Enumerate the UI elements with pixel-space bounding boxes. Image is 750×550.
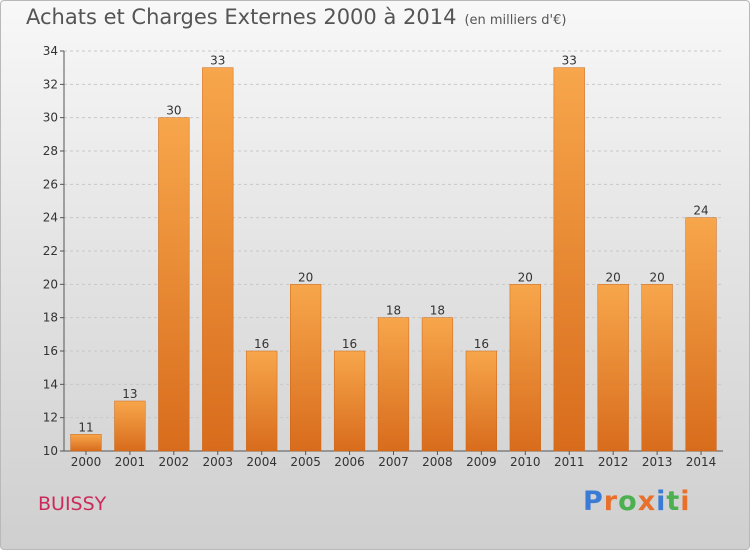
chart-unit: (en milliers d'€) (464, 13, 567, 28)
bar (114, 400, 146, 452)
value-label: 20 (649, 270, 664, 284)
bar (465, 350, 497, 452)
x-tick-label: 2012 (598, 455, 629, 469)
y-tick-label: 32 (43, 77, 58, 91)
x-tick-label: 2013 (642, 455, 673, 469)
value-label: 20 (298, 270, 313, 284)
bar (641, 284, 673, 452)
x-tick-label: 2008 (422, 455, 453, 469)
bar (202, 67, 234, 452)
x-tick-label: 2010 (510, 455, 541, 469)
logo-letter: t (666, 486, 681, 517)
y-tick-label: 14 (43, 377, 58, 391)
y-tick-label: 16 (43, 344, 58, 358)
bar (597, 284, 629, 452)
logo-letter: i (680, 486, 691, 517)
y-tick-label: 22 (43, 244, 58, 258)
value-label: 30 (166, 104, 181, 118)
y-tick-label: 30 (43, 111, 58, 125)
value-label: 16 (342, 337, 357, 351)
bar (333, 350, 366, 452)
x-tick-label: 2009 (466, 455, 497, 469)
logo-letter: o (618, 486, 638, 517)
value-label: 13 (122, 387, 137, 401)
x-tick-label: 2002 (159, 455, 190, 469)
x-tick-label: 2003 (202, 455, 233, 469)
value-label: 20 (606, 270, 621, 284)
y-tick-label: 24 (43, 211, 58, 225)
x-tick-label: 2014 (686, 455, 717, 469)
bar (246, 350, 278, 452)
bar (158, 117, 190, 452)
bar (70, 434, 102, 452)
label-layer: 11 13 30 33 16 20 16 18 18 16 20 33 20 20 24 (78, 54, 708, 435)
bar (290, 284, 322, 452)
bar (377, 317, 410, 452)
value-label: 18 (386, 304, 401, 318)
y-tick-label: 10 (43, 444, 58, 458)
value-label: 20 (518, 270, 533, 284)
y-tick-label: 34 (43, 44, 58, 58)
x-tick-label: 2006 (334, 455, 365, 469)
y-tick-label: 26 (43, 177, 58, 191)
x-tick-label: 2001 (115, 455, 146, 469)
y-tick-label: 28 (43, 144, 58, 158)
value-label: 24 (693, 204, 708, 218)
y-tick-label: 20 (43, 277, 58, 291)
y-tick-label: 18 (43, 311, 58, 325)
logo-letter: x (637, 486, 657, 517)
bar (553, 67, 585, 452)
y-tick-label: 12 (43, 411, 58, 425)
place-name: BUISSY (38, 493, 107, 515)
value-label: 33 (562, 54, 577, 68)
value-label: 33 (210, 54, 225, 68)
x-tick-label: 2007 (378, 455, 409, 469)
x-tick-label: 2004 (246, 455, 277, 469)
bar (685, 217, 717, 452)
proxiti-logo: Proxiti (583, 486, 691, 517)
logo-letter: r (603, 486, 619, 517)
bar (421, 317, 454, 452)
value-label: 11 (78, 420, 93, 434)
x-tick-label: 2000 (71, 455, 102, 469)
value-label: 18 (430, 304, 445, 318)
logo-letter: P (583, 486, 604, 517)
logo-letter: i (656, 486, 667, 517)
chart-title-text: Achats et Charges Externes 2000 à 2014 (26, 5, 457, 29)
value-label: 16 (474, 337, 489, 351)
x-tick-label: 2005 (290, 455, 321, 469)
bar-layer (70, 67, 717, 452)
bar (509, 284, 541, 452)
chart-title: Achats et Charges Externes 2000 à 2014 (e… (26, 5, 566, 29)
x-tick-label: 2011 (554, 455, 585, 469)
value-label: 16 (254, 337, 269, 351)
